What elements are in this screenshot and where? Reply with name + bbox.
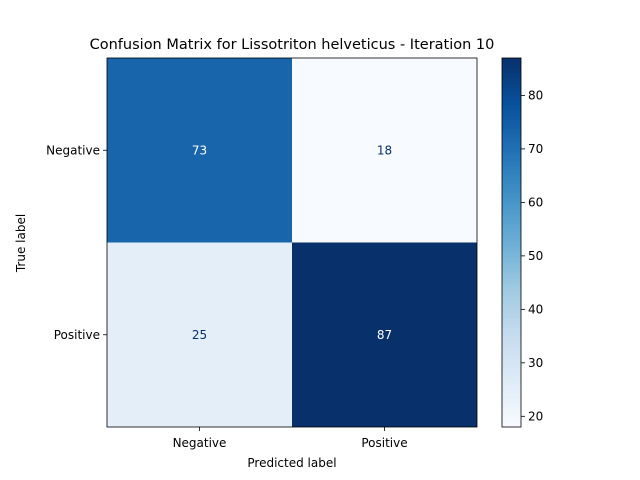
- colorbar-tick-label: 60: [528, 195, 543, 209]
- matrix-frame: [106, 57, 478, 428]
- matrix-cells: 73 18 25 87: [107, 58, 477, 427]
- matrix-cell: [292, 58, 477, 243]
- colorbar: [501, 57, 522, 428]
- colorbar-tick-label: 20: [528, 409, 543, 423]
- cell-value-label: 87: [377, 328, 392, 342]
- colorbar-ticks: 20 30 40 50 60 70 80: [521, 88, 543, 423]
- x-tick-label: Negative: [173, 436, 227, 450]
- cell-value-label: 18: [377, 143, 392, 157]
- cell-value-label: 25: [192, 328, 207, 342]
- y-tick-label: Negative: [46, 143, 100, 157]
- matrix-cell: [107, 58, 292, 243]
- cell-value-label: 73: [192, 143, 207, 157]
- x-tick-label: Positive: [361, 436, 407, 450]
- y-axis-label: True label: [14, 214, 28, 273]
- colorbar-tick-label: 50: [528, 249, 543, 263]
- colorbar-tick-label: 80: [528, 88, 543, 102]
- colorbar-tick-label: 40: [528, 302, 543, 316]
- colorbar-tick-label: 70: [528, 142, 543, 156]
- matrix-cell: [292, 242, 477, 427]
- y-tick-label: Positive: [54, 328, 100, 342]
- colorbar-tick-label: 30: [528, 356, 543, 370]
- x-axis-label: Predicted label: [247, 456, 336, 470]
- matrix-cell: [107, 242, 292, 427]
- chart-title: Confusion Matrix for Lissotriton helveti…: [90, 37, 495, 53]
- x-axis-ticks: Negative Positive: [173, 427, 408, 450]
- y-axis-ticks: Negative Positive: [46, 143, 107, 342]
